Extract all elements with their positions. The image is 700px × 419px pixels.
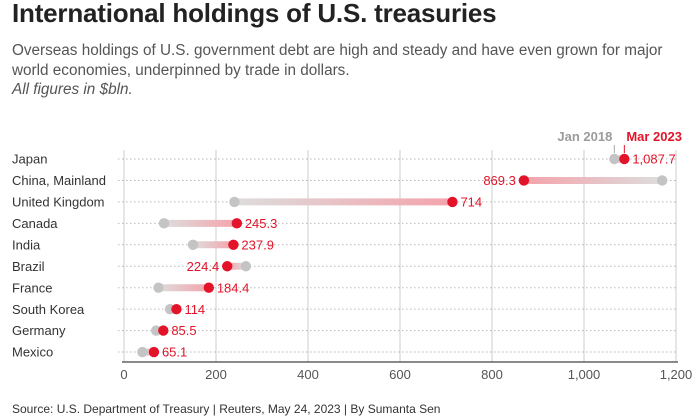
country-label: India: [12, 237, 41, 252]
chart-title: International holdings of U.S. treasurie…: [12, 0, 497, 28]
end-dot-mar2023: [158, 325, 169, 336]
chart-subtitle: Overseas holdings of U.S. government deb…: [12, 42, 663, 79]
country-label: China, Mainland: [12, 173, 106, 188]
start-dot-jan2018: [229, 196, 240, 208]
country-label: South Korea: [12, 302, 85, 317]
x-tick-label: 400: [297, 367, 319, 382]
value-label: 714: [460, 195, 482, 210]
end-dot-mar2023: [518, 175, 530, 186]
value-label: 245.3: [245, 216, 278, 231]
country-label: Japan: [12, 152, 47, 167]
start-dot-jan2018: [609, 153, 620, 165]
start-dot-jan2018: [240, 261, 252, 272]
start-dot-jan2018: [153, 282, 164, 293]
value-label: 184.4: [217, 280, 250, 295]
end-dot-mar2023: [447, 196, 458, 208]
value-label: 85.5: [171, 323, 196, 338]
end-dot-mar2023: [203, 282, 215, 293]
end-dot-mar2023: [619, 153, 630, 165]
units-note: All figures in $bln.: [12, 81, 133, 98]
source-credit: Source: U.S. Department of Treasury | Re…: [12, 402, 441, 416]
start-dot-jan2018: [657, 175, 668, 186]
country-label: United Kingdom: [12, 195, 105, 210]
legend-jan2018: Jan 2018: [557, 129, 612, 144]
x-tick-label: 1,000: [568, 367, 601, 382]
end-dot-mar2023: [148, 346, 160, 358]
value-label: 237.9: [241, 237, 274, 252]
x-tick-label: 600: [389, 367, 411, 382]
value-label: 65.1: [162, 345, 187, 360]
country-label: Canada: [12, 216, 58, 231]
end-dot-mar2023: [231, 218, 243, 229]
x-tick-label: 800: [481, 367, 503, 382]
x-tick-label: 200: [205, 367, 227, 382]
country-label: Germany: [12, 323, 66, 338]
x-tick-label: 0: [120, 367, 127, 382]
country-label: France: [12, 280, 52, 295]
legend-mar2023: Mar 2023: [626, 129, 682, 144]
start-dot-jan2018: [151, 325, 162, 336]
country-label: Mexico: [12, 345, 53, 360]
value-label: 114: [184, 302, 205, 317]
start-dot-jan2018: [158, 218, 170, 229]
value-label: 869.3: [483, 173, 516, 188]
end-dot-mar2023: [171, 303, 182, 315]
value-label: 1,087.7: [632, 152, 675, 167]
start-dot-jan2018: [187, 239, 199, 250]
x-tick-label: 1,200: [660, 367, 693, 382]
value-label: 224.4: [187, 259, 220, 274]
end-dot-mar2023: [222, 261, 233, 272]
country-label: Brazil: [12, 259, 45, 274]
end-dot-mar2023: [228, 239, 239, 250]
start-dot-jan2018: [137, 346, 148, 358]
